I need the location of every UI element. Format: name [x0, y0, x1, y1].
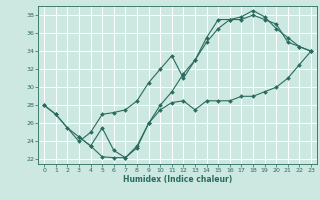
X-axis label: Humidex (Indice chaleur): Humidex (Indice chaleur) — [123, 175, 232, 184]
